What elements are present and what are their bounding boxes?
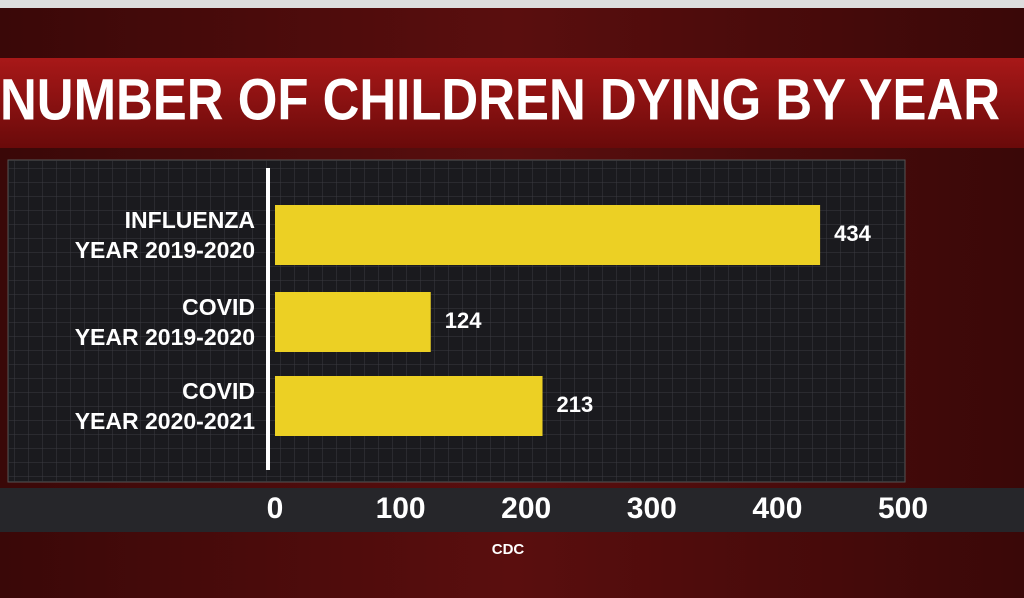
x-tick-label: 500: [878, 492, 928, 525]
bar: [275, 292, 431, 352]
top-strip: [0, 0, 1024, 8]
x-tick-label: 300: [627, 492, 677, 525]
x-tick-label: 100: [376, 492, 426, 525]
value-label: 213: [557, 392, 594, 417]
title-banner: [0, 58, 1024, 148]
x-tick-label: 400: [752, 492, 802, 525]
value-label: 124: [445, 308, 482, 333]
source-label: CDC: [492, 541, 525, 558]
category-label: COVID YEAR 2019-2020: [74, 294, 255, 350]
bar: [275, 376, 543, 436]
chart-title: NUMBER OF CHILDREN DYING BY YEAR: [0, 67, 1000, 132]
x-tick-label: 200: [501, 492, 551, 525]
category-label: INFLUENZA YEAR 2019-2020: [74, 207, 255, 263]
x-tick-label: 0: [267, 492, 284, 525]
value-label: 434: [834, 221, 871, 246]
axis-band: [0, 488, 1024, 532]
category-label: COVID YEAR 2020-2021: [74, 378, 255, 434]
bar: [275, 205, 821, 265]
